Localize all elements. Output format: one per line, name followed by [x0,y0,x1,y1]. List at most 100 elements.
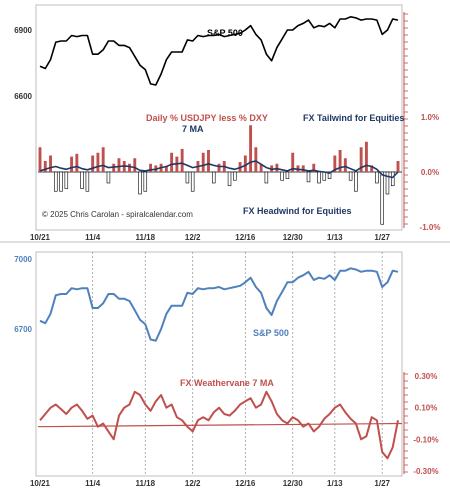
bar-11/4 [91,155,95,172]
ma-label: 7 MA [182,124,204,134]
bar-11/1 [85,171,90,192]
x-tick-label-top-0: 10/21 [30,233,51,242]
bar-10/30 [75,153,79,172]
x-tick-label-bottom-0: 10/21 [30,479,51,488]
x-tick-label-top-7: 1/27 [374,233,390,242]
bar-1/27 [380,171,384,225]
bar-1/8 [322,171,327,181]
bar-1/28 [385,171,390,195]
series-line-weathervane [39,390,399,460]
x-tick-label-top-2: 11/18 [136,233,156,242]
bar-1/7 [317,171,321,184]
bar-10/21 [38,147,42,172]
x-tick-label-top-4: 12/16 [235,233,256,242]
bar-11/22 [164,166,168,172]
weathervane-label: FX Weathervane 7 MA [180,378,274,388]
left-tick-top-0: 6900 [14,26,32,35]
bar-12/30 [291,152,295,172]
bar-12/12 [233,171,237,181]
bar-10/31 [80,171,84,189]
bar-1/30 [396,161,400,172]
bar-12/6 [211,171,216,184]
bar-1/22 [364,141,368,172]
bar-11/29 [185,171,190,184]
x-tick-label-bottom-2: 11/18 [136,479,156,488]
bar-11/11 [117,158,121,172]
bar-12/26 [280,171,284,181]
bar-1/17 [354,171,358,192]
left-tick-top-1: 6600 [14,92,32,101]
bar-1/21 [359,147,363,172]
x-tick-label-bottom-5: 12/30 [283,479,304,488]
bar-11/19 [149,163,153,172]
right-tick-bottom-3: -0.30% [413,467,438,476]
x-tick-label-bottom-3: 12/2 [185,479,201,488]
x-tick-label-top-6: 1/13 [327,233,343,242]
bar-10/22 [43,161,47,172]
top-panel-frame [35,4,403,231]
bar-12/11 [227,171,232,187]
bar-1/3 [306,171,311,183]
bar-12/17 [249,125,253,172]
series-line-7ma [39,160,399,179]
bar-12/5 [207,150,210,172]
right-tick-top-0: 1.0% [421,113,439,122]
x-tick-label-top-1: 11/4 [85,233,101,242]
bar-10/24 [54,171,58,192]
usdjpy-label: Daily % USDJPY less % DXY [146,113,268,123]
bar-1/16 [348,171,353,181]
bar-10/23 [49,155,52,172]
sp500-label-bottom: S&P 500 [253,328,289,338]
bar-11/27 [180,148,184,172]
bar-1/13 [333,155,337,172]
bar-10/25 [59,171,63,192]
right-tick-bottom-0: 0.30% [415,372,438,381]
bar-1/6 [312,163,316,172]
bar-1/2 [301,165,305,172]
bar-11/6 [101,147,105,172]
bar-10/29 [70,156,74,172]
bar-11/15 [138,171,142,195]
tailwind-label: FX Tailwind for Equities [303,113,404,123]
bar-11/5 [96,152,100,172]
bar-11/18 [143,171,148,192]
bottom-panel-frame [35,251,403,477]
bar-1/29 [390,171,395,187]
bar-11/14 [133,158,137,172]
bar-1/24 [375,171,379,184]
bar-1/15 [343,158,347,172]
bar-12/9 [217,163,221,172]
series-line-sp500-top [39,15,399,86]
x-tick-label-bottom-6: 1/13 [327,479,343,488]
bar-12/18 [254,147,258,172]
series-line-sp500-bottom [39,267,399,342]
headwind-label: FX Headwind for Equities [243,206,352,216]
bar-12/4 [201,152,205,172]
copyright-text: © 2025 Chris Carolan - spiralcalendar.co… [42,210,193,219]
bar-12/2 [190,171,195,192]
bar-1/23 [370,165,374,172]
left-tick-bottom-1: 6700 [14,325,32,334]
x-tick-label-top-3: 12/2 [185,233,201,242]
bar-1/10 [327,171,332,179]
right-tick-bottom-1: 0.10% [415,404,438,413]
x-tick-label-bottom-7: 1/27 [374,479,390,488]
right-tick-bottom-2: -0.10% [413,435,438,444]
bar-11/7 [106,171,111,184]
left-tick-bottom-0: 7000 [14,255,32,264]
bar-12/24 [275,163,279,172]
bar-11/25 [170,152,174,172]
x-tick-label-top-5: 12/30 [283,233,304,242]
right-tick-top-2: -1.0% [420,223,441,232]
bar-12/27 [285,171,290,179]
sp500-label-top: S&P 500 [207,28,243,38]
bar-12/20 [264,171,269,184]
right-tick-top-1: 0.0% [421,168,439,177]
bar-12/16 [243,155,247,172]
bar-10/28 [64,171,69,189]
bar-11/13 [128,163,131,172]
x-tick-label-bottom-1: 11/4 [85,479,101,488]
bar-1/14 [338,150,342,172]
